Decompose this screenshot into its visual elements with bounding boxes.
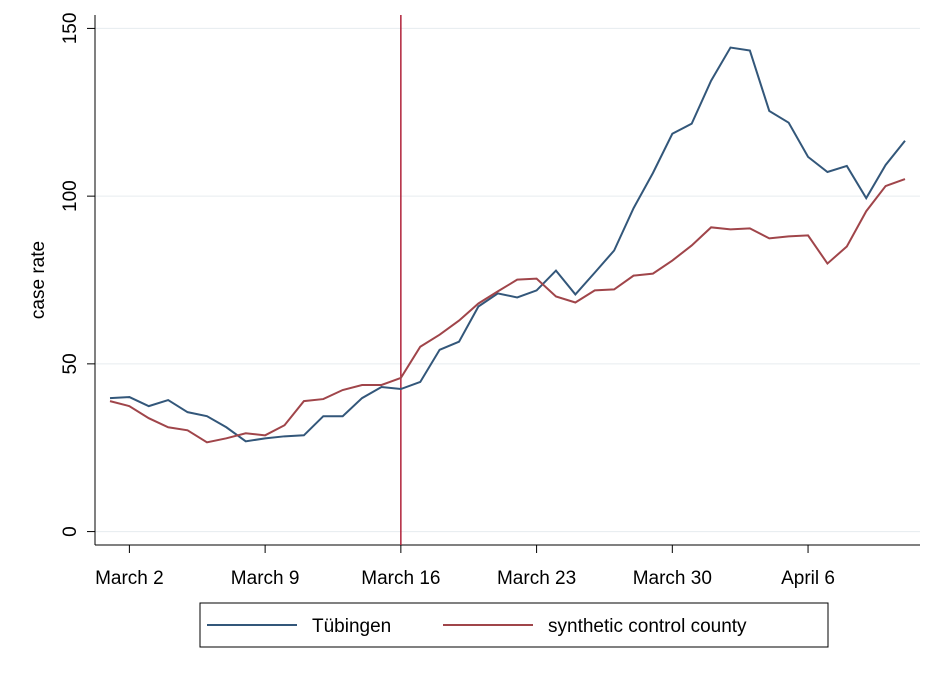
series-line — [109, 178, 906, 444]
x-tick-label: March 9 — [231, 568, 300, 589]
legend-label: Tübingen — [312, 616, 391, 637]
y-tick-label: 100 — [60, 180, 81, 212]
y-tick-label: 150 — [60, 13, 81, 45]
x-tick-label: March 30 — [633, 568, 712, 589]
y-axis-label: case rate — [28, 241, 49, 319]
x-tick-label: April 6 — [781, 568, 835, 589]
x-tick-label: March 16 — [361, 568, 440, 589]
x-tick-label: March 23 — [497, 568, 576, 589]
x-tick-label: March 2 — [95, 568, 164, 589]
y-tick-label: 50 — [60, 353, 81, 374]
y-tick-label: 0 — [60, 526, 81, 537]
legend-label: synthetic control county — [548, 616, 747, 637]
series-line — [109, 46, 906, 443]
